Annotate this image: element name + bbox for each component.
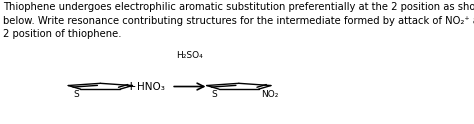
Text: H₂SO₄: H₂SO₄ [176,51,202,60]
Text: HNO₃: HNO₃ [137,81,165,92]
Text: Thiophene undergoes electrophilic aromatic substitution preferentially at the 2 : Thiophene undergoes electrophilic aromat… [3,2,474,39]
Text: +: + [126,80,136,93]
Text: S: S [73,90,79,99]
Text: NO₂: NO₂ [261,90,279,99]
Text: S: S [211,90,217,99]
